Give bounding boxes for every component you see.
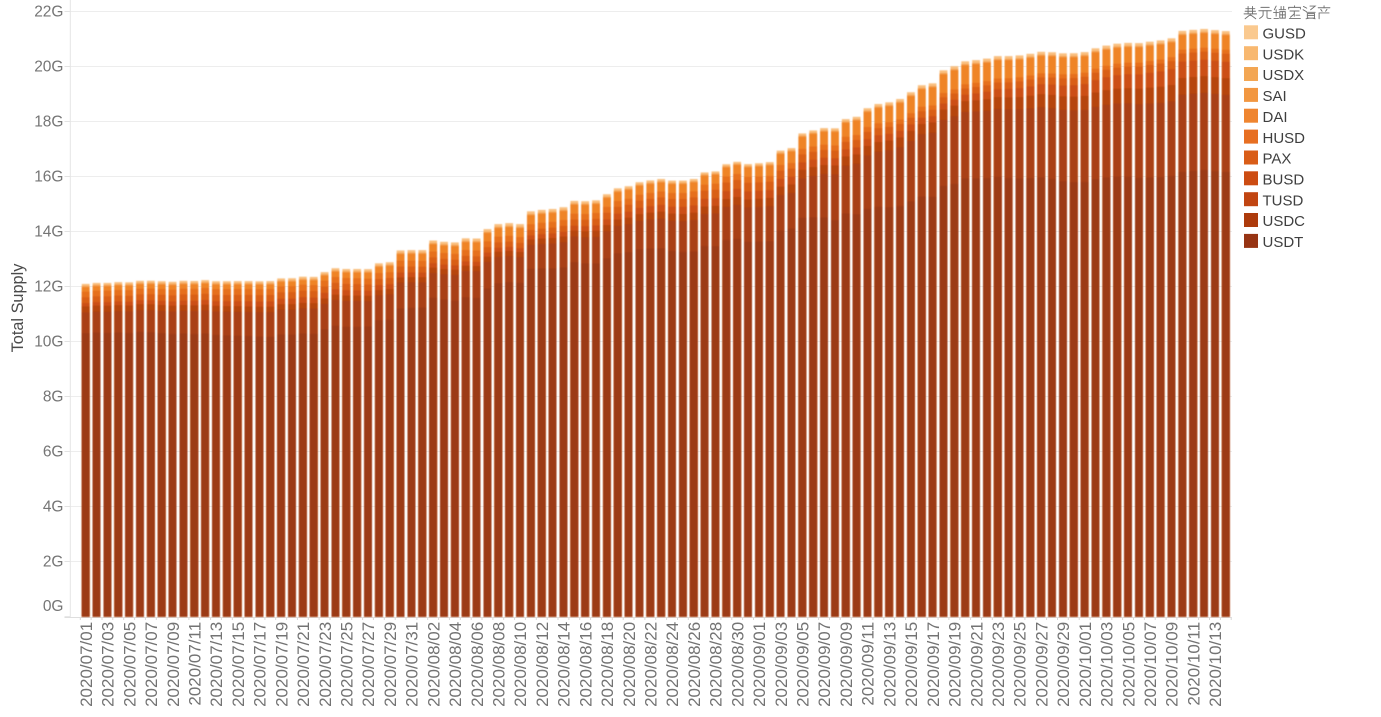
svg-text:2020/07/03: 2020/07/03 — [99, 622, 118, 707]
svg-text:2020/08/26: 2020/08/26 — [685, 622, 704, 707]
svg-text:2020/07/15: 2020/07/15 — [229, 622, 248, 707]
svg-text:2020/07/01: 2020/07/01 — [77, 622, 96, 707]
svg-text:20G: 20G — [34, 59, 63, 76]
svg-text:2020/09/23: 2020/09/23 — [989, 622, 1008, 707]
svg-text:8G: 8G — [43, 389, 64, 406]
svg-text:2020/09/13: 2020/09/13 — [880, 622, 899, 707]
svg-text:2020/08/18: 2020/08/18 — [598, 622, 617, 707]
svg-text:2G: 2G — [43, 554, 64, 571]
svg-text:2020/07/05: 2020/07/05 — [120, 622, 139, 707]
svg-text:USDT: USDT — [1263, 234, 1304, 251]
svg-text:18G: 18G — [34, 114, 63, 131]
svg-text:2020/09/17: 2020/09/17 — [924, 622, 943, 707]
svg-text:12G: 12G — [34, 279, 63, 296]
svg-text:2020/08/02: 2020/08/02 — [424, 622, 443, 707]
svg-text:2020/07/21: 2020/07/21 — [294, 622, 313, 707]
svg-text:DAI: DAI — [1263, 109, 1288, 126]
svg-text:TUSD: TUSD — [1263, 192, 1304, 209]
svg-text:2020/08/04: 2020/08/04 — [446, 622, 465, 707]
svg-text:6G: 6G — [43, 444, 64, 461]
svg-text:4G: 4G — [43, 499, 64, 516]
svg-text:2020/08/10: 2020/08/10 — [511, 622, 530, 707]
svg-text:GUSD: GUSD — [1263, 26, 1307, 43]
svg-text:2020/09/03: 2020/09/03 — [772, 622, 791, 707]
svg-text:2020/07/27: 2020/07/27 — [359, 622, 378, 707]
svg-text:2020/07/23: 2020/07/23 — [316, 622, 335, 707]
svg-text:2020/10/07: 2020/10/07 — [1141, 622, 1160, 707]
svg-text:2020/09/19: 2020/09/19 — [946, 622, 965, 707]
svg-text:0G: 0G — [43, 598, 64, 615]
svg-text:10G: 10G — [34, 334, 63, 351]
svg-text:2020/08/14: 2020/08/14 — [555, 622, 574, 707]
svg-text:2020/08/06: 2020/08/06 — [468, 622, 487, 707]
svg-text:2020/08/24: 2020/08/24 — [663, 622, 682, 707]
svg-text:14G: 14G — [34, 224, 63, 241]
svg-text:2020/07/13: 2020/07/13 — [207, 622, 226, 707]
svg-text:2020/07/09: 2020/07/09 — [164, 622, 183, 707]
svg-text:2020/09/07: 2020/09/07 — [815, 622, 834, 707]
svg-text:2020/07/19: 2020/07/19 — [272, 622, 291, 707]
svg-text:2020/09/01: 2020/09/01 — [750, 622, 769, 707]
svg-text:BUSD: BUSD — [1263, 172, 1305, 189]
svg-text:2020/09/09: 2020/09/09 — [837, 622, 856, 707]
svg-text:2020/08/08: 2020/08/08 — [490, 622, 509, 707]
svg-text:SAI: SAI — [1263, 88, 1287, 105]
svg-text:2020/10/03: 2020/10/03 — [1098, 622, 1117, 707]
svg-text:2020/08/12: 2020/08/12 — [533, 622, 552, 707]
svg-text:16G: 16G — [34, 169, 63, 186]
svg-text:2020/07/07: 2020/07/07 — [142, 622, 161, 707]
svg-text:Total Supply: Total Supply — [9, 263, 27, 353]
svg-text:2020/08/16: 2020/08/16 — [576, 622, 595, 707]
svg-text:2020/10/05: 2020/10/05 — [1119, 622, 1138, 707]
svg-text:2020/08/30: 2020/08/30 — [728, 622, 747, 707]
svg-text:PAX: PAX — [1263, 151, 1292, 168]
svg-text:2020/09/27: 2020/09/27 — [1032, 622, 1051, 707]
svg-text:2020/08/20: 2020/08/20 — [620, 622, 639, 707]
svg-text:USDK: USDK — [1263, 46, 1305, 63]
svg-text:2020/10/13: 2020/10/13 — [1206, 622, 1225, 707]
svg-text:2020/08/28: 2020/08/28 — [707, 622, 726, 707]
svg-text:2020/07/11: 2020/07/11 — [186, 622, 205, 706]
svg-text:2020/07/17: 2020/07/17 — [251, 622, 270, 707]
svg-text:2020/09/05: 2020/09/05 — [794, 622, 813, 707]
svg-text:HUSD: HUSD — [1263, 130, 1306, 147]
svg-text:2020/07/29: 2020/07/29 — [381, 622, 400, 707]
svg-text:22G: 22G — [34, 4, 63, 21]
svg-text:2020/07/25: 2020/07/25 — [338, 622, 357, 707]
svg-text:USDX: USDX — [1263, 67, 1305, 84]
svg-text:2020/08/22: 2020/08/22 — [642, 622, 661, 707]
svg-text:2020/07/31: 2020/07/31 — [403, 622, 422, 707]
svg-text:2020/10/11: 2020/10/11 — [1184, 622, 1203, 706]
svg-text:2020/09/29: 2020/09/29 — [1054, 622, 1073, 707]
svg-text:2020/09/25: 2020/09/25 — [1011, 622, 1030, 707]
svg-text:2020/09/11: 2020/09/11 — [859, 622, 878, 706]
svg-text:2020/09/21: 2020/09/21 — [967, 622, 986, 707]
svg-text:2020/10/09: 2020/10/09 — [1163, 622, 1182, 707]
svg-text:2020/10/01: 2020/10/01 — [1076, 622, 1095, 707]
svg-text:USDC: USDC — [1263, 213, 1306, 230]
svg-text:2020/09/15: 2020/09/15 — [902, 622, 921, 707]
